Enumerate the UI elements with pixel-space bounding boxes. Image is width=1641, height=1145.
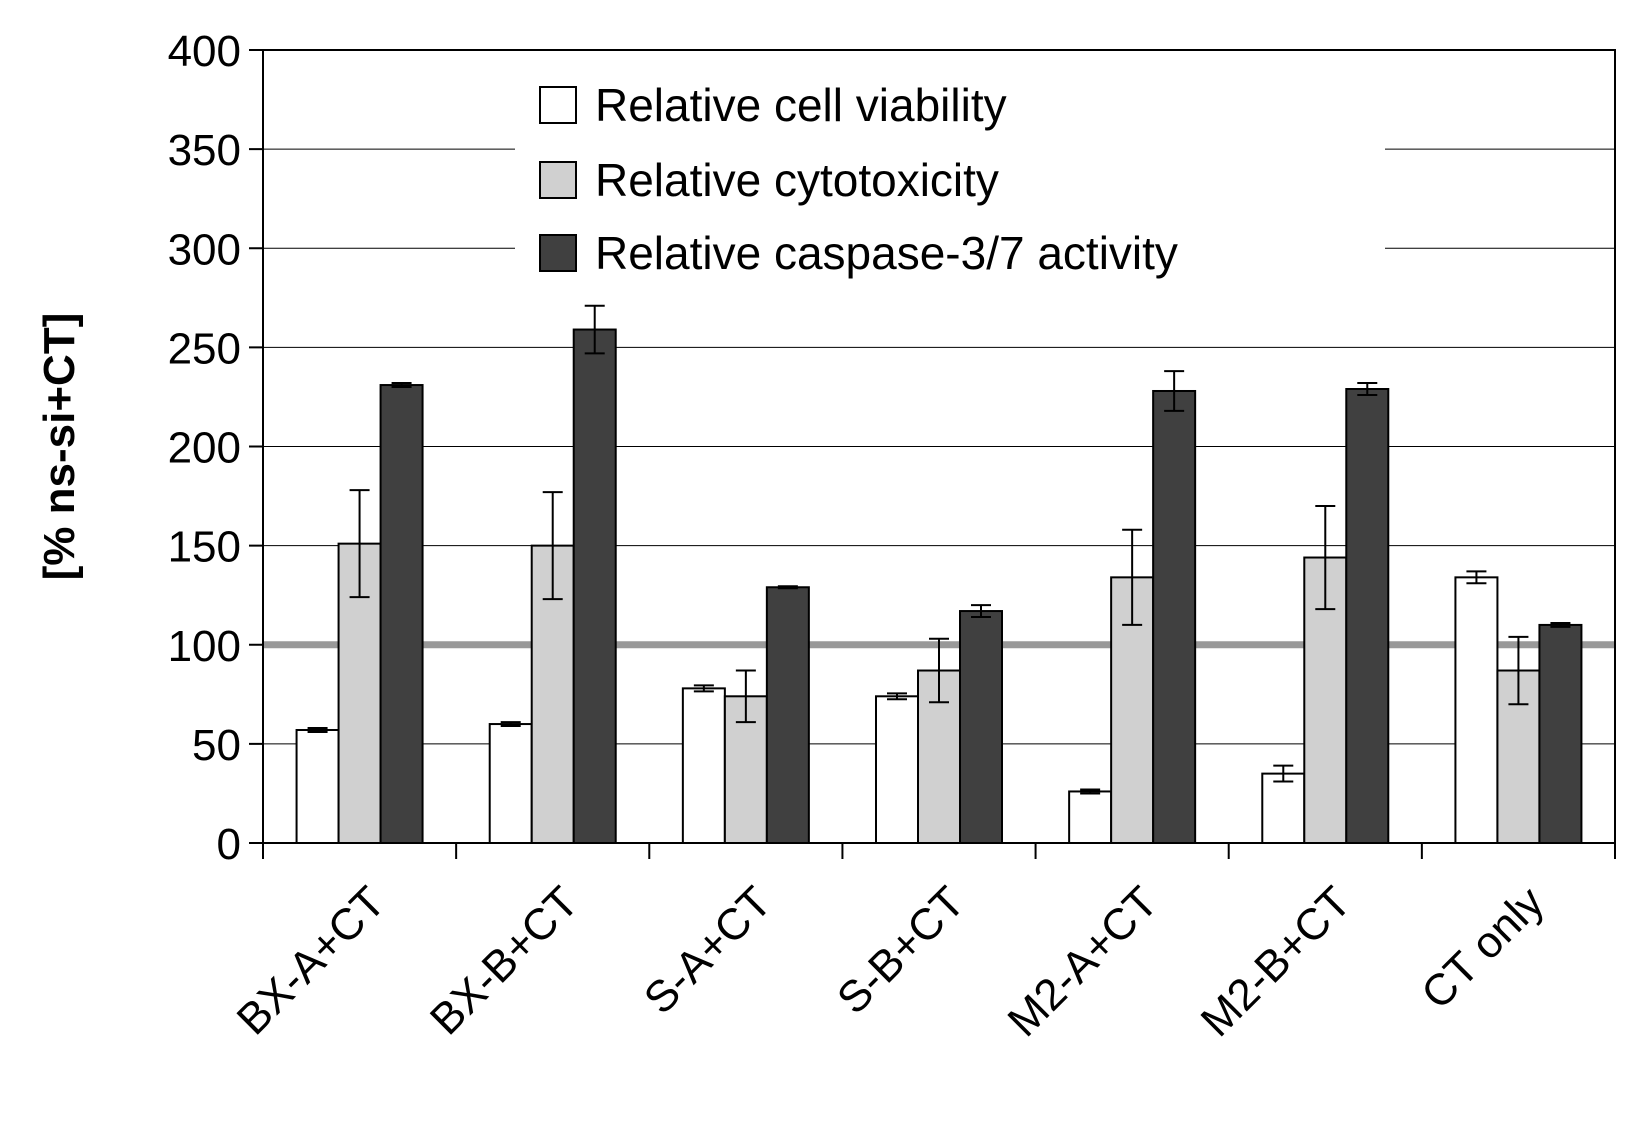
legend-label-cytotoxicity: Relative cytotoxicity — [595, 154, 999, 206]
legend: Relative cell viability Relative cytotoxi… — [515, 72, 1385, 287]
y-axis-ticks: 0 50 100 150 200 250 300 350 400 — [168, 27, 263, 869]
error-bars — [307, 304, 1571, 795]
bar-caspase — [572, 328, 617, 845]
legend-label-viability: Relative cell viability — [595, 79, 1007, 131]
bar-viability — [1068, 790, 1113, 845]
legend-swatch-caspase — [539, 234, 577, 272]
y-tick-label: 100 — [168, 622, 241, 671]
bar-viability — [1454, 576, 1499, 844]
y-tick-label: 300 — [168, 225, 241, 274]
bar-caspase — [379, 384, 424, 844]
bar-caspase — [1538, 623, 1583, 844]
y-tick-label: 200 — [168, 424, 241, 473]
bar-caspase — [1345, 388, 1390, 844]
y-tick-label: 250 — [168, 324, 241, 373]
bar-viability — [1261, 772, 1306, 844]
legend-label-caspase: Relative caspase-3/7 activity — [595, 227, 1178, 279]
bar-viability — [681, 687, 726, 844]
y-axis-label: [% ns-si+CT] — [35, 313, 84, 581]
y-tick-label: 400 — [168, 27, 241, 76]
bar-caspase — [765, 586, 810, 844]
bar-viability — [875, 695, 919, 844]
legend-swatch-cytotoxicity — [539, 161, 577, 199]
y-tick-label: 150 — [168, 523, 241, 572]
bar-caspase — [1152, 389, 1197, 844]
y-tick-label: 50 — [192, 721, 241, 770]
bars — [295, 328, 1583, 845]
y-tick-label: 350 — [168, 126, 241, 175]
legend-background — [515, 72, 1385, 287]
bar-viability — [488, 723, 533, 844]
legend-swatch-viability — [539, 86, 577, 124]
bar-viability — [295, 728, 340, 844]
bar-caspase — [959, 610, 1003, 844]
y-tick-label: 0 — [217, 820, 241, 869]
